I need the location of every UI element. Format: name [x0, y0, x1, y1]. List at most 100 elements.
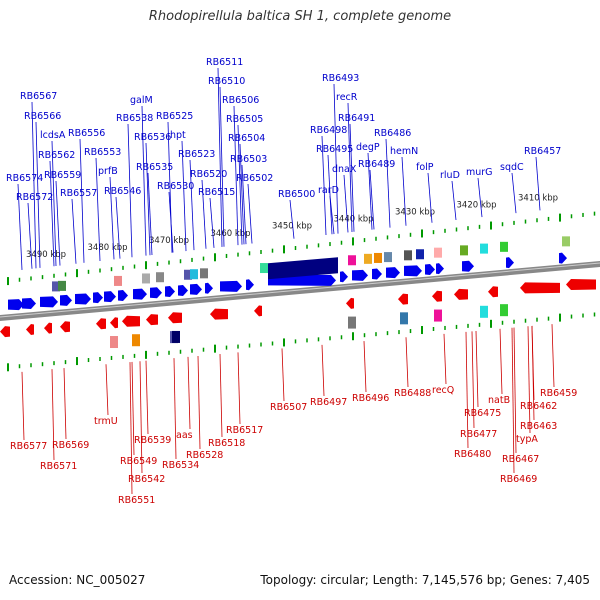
kbp-scale-label: 3420 kbp — [457, 201, 497, 211]
feature-box — [500, 304, 508, 317]
top-gene-label: folP — [416, 162, 434, 173]
forward-gene-arrow — [133, 288, 147, 300]
kbp-scale-label: 3490 kbp — [26, 250, 66, 260]
reverse-gene-arrow — [520, 282, 560, 294]
kbp-scale-label: 3430 kbp — [395, 208, 435, 218]
bottom-leader-line — [173, 358, 177, 460]
forward-gene-arrow — [559, 252, 567, 264]
top-leader-line — [201, 179, 207, 249]
bottom-gene-label: RB6477 — [460, 429, 497, 440]
bottom-leader-line — [219, 354, 223, 438]
forward-gene-arrow — [506, 257, 514, 269]
forward-gene-arrow — [165, 286, 175, 298]
top-leader-line — [189, 159, 195, 251]
top-leader-line — [427, 172, 433, 223]
backbone-highlight — [0, 262, 600, 318]
top-leader-line — [477, 177, 483, 218]
forward-gene-arrow — [340, 271, 348, 283]
bottom-leader-line — [527, 326, 531, 434]
forward-gene-arrow — [425, 263, 435, 275]
reverse-gene-arrow — [60, 321, 70, 333]
feature-box — [132, 334, 140, 347]
forward-gene-arrow — [40, 296, 58, 308]
bottom-gene-label: RB6488 — [394, 388, 431, 399]
top-leader-line — [141, 105, 147, 256]
top-leader-line — [35, 121, 41, 268]
top-leader-line — [127, 123, 133, 258]
bottom-leader-line — [129, 362, 133, 495]
reverse-gene-arrow — [454, 288, 468, 300]
bottom-gene-label: RB6507 — [270, 402, 307, 413]
top-leader-line — [289, 199, 295, 239]
top-gene-label: RB6574 — [6, 173, 43, 184]
top-gene-label: RB6502 — [236, 173, 273, 184]
top-gene-label: RB6559 — [44, 170, 81, 181]
bottom-leader-line — [475, 330, 479, 408]
bottom-leader-line — [63, 368, 67, 440]
bottom-gene-label: RB6571 — [40, 461, 77, 472]
reverse-gene-arrow — [122, 315, 140, 327]
feature-box — [364, 253, 372, 264]
bottom-leader-line — [405, 337, 409, 388]
bottom-gene-label: RB6467 — [502, 454, 539, 465]
feature-box — [58, 280, 66, 291]
top-leader-line — [71, 198, 77, 264]
top-leader-line — [109, 176, 115, 260]
forward-gene-arrow — [386, 267, 400, 279]
reverse-gene-arrow — [488, 286, 498, 298]
top-leader-line — [233, 105, 239, 246]
top-leader-line — [115, 196, 121, 259]
feature-box — [384, 252, 392, 263]
top-leader-line — [511, 172, 517, 214]
top-leader-line — [329, 195, 335, 235]
feature-box — [480, 305, 488, 318]
reverse-gene-arrow — [210, 308, 228, 320]
forward-gene-arrow — [372, 268, 382, 280]
top-leader-line — [55, 180, 61, 266]
feature-box — [416, 249, 424, 260]
bottom-gene-label: RB6497 — [310, 397, 347, 408]
forward-gene-arrow — [352, 269, 368, 281]
feature-box — [110, 336, 118, 349]
top-gene-label: murG — [466, 167, 493, 178]
bottom-gene-label: RB6463 — [520, 421, 557, 432]
top-gene-label: RB6572 — [16, 192, 53, 203]
bottom-leader-line — [321, 344, 325, 397]
reverse-gene-arrow — [168, 312, 182, 324]
top-leader-line — [369, 169, 375, 230]
top-leader-line — [239, 143, 245, 245]
feature-box — [480, 243, 488, 254]
bottom-gene-label: aas — [176, 430, 193, 441]
top-gene-label: RB6493 — [322, 73, 359, 84]
top-gene-label: RB6556 — [68, 128, 105, 139]
top-gene-label: RB6525 — [156, 111, 193, 122]
top-gene-label: hpt — [170, 130, 186, 141]
top-leader-line — [51, 140, 57, 267]
bottom-gene-label: RB6475 — [464, 408, 501, 419]
forward-gene-arrow — [118, 290, 128, 302]
top-gene-label: RB6498 — [310, 125, 347, 136]
top-gene-label: RB6567 — [20, 91, 57, 102]
bottom-leader-line — [281, 348, 285, 402]
feature-box — [190, 269, 198, 280]
forward-gene-arrow — [22, 298, 36, 310]
feature-box — [260, 263, 268, 274]
top-leader-line — [79, 138, 85, 263]
top-leader-line — [385, 138, 391, 228]
bottom-gene-label: recQ — [432, 385, 454, 396]
top-gene-label: RB6538 — [116, 113, 153, 124]
forward-gene-arrow — [220, 280, 242, 292]
bottom-gene-label: RB6518 — [208, 438, 245, 449]
bottom-leader-line — [105, 364, 109, 416]
feature-box — [400, 312, 408, 325]
top-gene-label: RB6566 — [24, 111, 61, 122]
bottom-leader-line — [237, 352, 241, 425]
bottom-gene-label: RB6577 — [10, 441, 47, 452]
bottom-leader-line — [145, 360, 149, 435]
bottom-gene-label: RB6496 — [352, 393, 389, 404]
top-gene-label: RB6520 — [190, 169, 227, 180]
bottom-gene-label: RB6551 — [118, 495, 155, 506]
top-leader-line — [451, 180, 457, 221]
top-leader-line — [217, 67, 223, 247]
